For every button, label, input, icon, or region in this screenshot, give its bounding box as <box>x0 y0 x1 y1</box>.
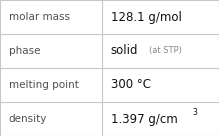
Text: density: density <box>9 114 47 124</box>
Text: (at STP): (at STP) <box>149 47 182 55</box>
Text: phase: phase <box>9 46 40 56</box>
Text: 128.1 g/mol: 128.1 g/mol <box>111 10 182 24</box>
Text: solid: solid <box>111 44 138 58</box>
Text: 3: 3 <box>193 108 198 117</box>
Text: 300 °C: 300 °C <box>111 78 151 92</box>
Text: melting point: melting point <box>9 80 79 90</box>
Text: molar mass: molar mass <box>9 12 70 22</box>
Text: 1.397 g/cm: 1.397 g/cm <box>111 112 177 126</box>
